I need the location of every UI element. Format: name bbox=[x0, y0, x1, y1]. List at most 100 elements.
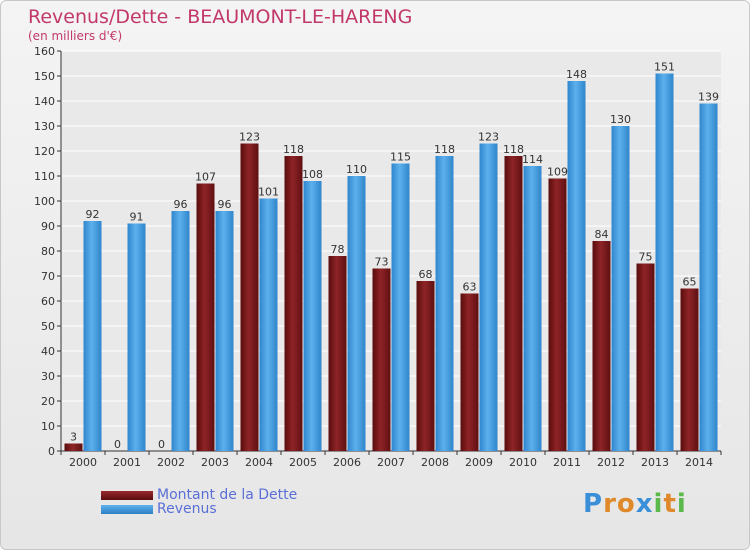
x-tick-label: 2011 bbox=[553, 456, 581, 469]
bar-dette bbox=[548, 178, 567, 451]
data-label-dette: 123 bbox=[239, 131, 260, 144]
data-label-revenus: 96 bbox=[174, 198, 188, 211]
data-label-dette: 78 bbox=[331, 243, 345, 256]
bar-revenus bbox=[567, 81, 586, 451]
bar-revenus bbox=[699, 103, 718, 451]
legend-item-revenus: Revenus bbox=[101, 501, 217, 517]
data-label-dette: 118 bbox=[283, 143, 304, 156]
data-label-dette: 0 bbox=[158, 438, 165, 451]
data-label-revenus: 115 bbox=[390, 151, 411, 164]
bar-dette bbox=[504, 156, 523, 451]
x-tick-label: 2006 bbox=[333, 456, 361, 469]
y-tick-label: 140 bbox=[34, 95, 55, 108]
y-tick-label: 110 bbox=[34, 170, 55, 183]
y-tick-label: 20 bbox=[41, 395, 55, 408]
legend-swatch-revenus bbox=[101, 504, 153, 514]
x-tick-label: 2002 bbox=[157, 456, 185, 469]
data-label-dette: 73 bbox=[375, 256, 389, 269]
data-label-dette: 63 bbox=[463, 281, 477, 294]
bar-revenus bbox=[259, 198, 278, 451]
data-label-revenus: 118 bbox=[434, 143, 455, 156]
data-label-revenus: 108 bbox=[302, 168, 323, 181]
y-tick-label: 100 bbox=[34, 195, 55, 208]
data-label-revenus: 96 bbox=[218, 198, 232, 211]
y-tick-label: 30 bbox=[41, 370, 55, 383]
data-label-revenus: 91 bbox=[130, 211, 144, 224]
logo-letter: r bbox=[603, 489, 617, 519]
logo-letter: o bbox=[616, 489, 636, 519]
logo-letter: i bbox=[653, 489, 664, 519]
bar-revenus bbox=[435, 156, 454, 451]
bar-dette bbox=[680, 288, 699, 451]
y-tick-label: 50 bbox=[41, 320, 55, 333]
data-label-revenus: 130 bbox=[610, 113, 631, 126]
x-tick-label: 2007 bbox=[377, 456, 405, 469]
data-label-revenus: 139 bbox=[698, 91, 719, 104]
bar-dette bbox=[592, 241, 611, 451]
bar-dette bbox=[196, 183, 215, 451]
y-tick-label: 80 bbox=[41, 245, 55, 258]
data-label-dette: 3 bbox=[70, 431, 77, 444]
data-label-revenus: 123 bbox=[478, 131, 499, 144]
legend-swatch-dette bbox=[101, 490, 153, 500]
x-tick-label: 2004 bbox=[245, 456, 273, 469]
bar-revenus bbox=[127, 223, 146, 451]
bar-revenus bbox=[479, 143, 498, 451]
x-tick-label: 2005 bbox=[289, 456, 317, 469]
bar-dette bbox=[284, 156, 303, 451]
y-tick-label: 120 bbox=[34, 145, 55, 158]
y-tick-label: 160 bbox=[34, 45, 55, 58]
bar-revenus bbox=[523, 166, 542, 451]
data-label-dette: 107 bbox=[195, 171, 216, 184]
x-tick-label: 2014 bbox=[685, 456, 713, 469]
y-tick-label: 130 bbox=[34, 120, 55, 133]
y-tick-label: 10 bbox=[41, 420, 55, 433]
bar-dette bbox=[64, 443, 83, 451]
y-tick-label: 60 bbox=[41, 295, 55, 308]
bar-revenus bbox=[611, 126, 630, 451]
bar-dette bbox=[240, 143, 259, 451]
bar-revenus bbox=[347, 176, 366, 451]
proxiti-logo: Proxiti bbox=[583, 489, 687, 519]
bar-revenus bbox=[215, 211, 234, 451]
bar-dette bbox=[460, 293, 479, 451]
x-tick-label: 2001 bbox=[113, 456, 141, 469]
data-label-revenus: 151 bbox=[654, 61, 675, 74]
data-label-dette: 118 bbox=[503, 143, 524, 156]
data-label-dette: 68 bbox=[419, 268, 433, 281]
data-label-revenus: 101 bbox=[258, 186, 279, 199]
y-tick-label: 40 bbox=[41, 345, 55, 358]
y-tick-label: 150 bbox=[34, 70, 55, 83]
bar-revenus bbox=[303, 181, 322, 451]
logo-letter: i bbox=[676, 489, 687, 519]
chart-subtitle: (en milliers d'€) bbox=[28, 29, 123, 43]
y-tick-label: 70 bbox=[41, 270, 55, 283]
legend-item-dette: Montant de la Dette bbox=[101, 487, 297, 503]
x-tick-label: 2012 bbox=[597, 456, 625, 469]
y-tick-label: 0 bbox=[48, 445, 55, 458]
x-tick-label: 2009 bbox=[465, 456, 493, 469]
legend-label-revenus: Revenus bbox=[157, 501, 217, 517]
bar-revenus bbox=[391, 163, 410, 451]
logo-letter: x bbox=[635, 489, 654, 519]
data-label-dette: 109 bbox=[547, 166, 568, 179]
data-label-revenus: 110 bbox=[346, 163, 367, 176]
data-label-dette: 75 bbox=[639, 251, 653, 264]
x-tick-label: 2013 bbox=[641, 456, 669, 469]
bar-revenus bbox=[655, 73, 674, 451]
data-label-dette: 0 bbox=[114, 438, 121, 451]
bar-dette bbox=[372, 268, 391, 451]
x-tick-label: 2000 bbox=[69, 456, 97, 469]
bar-dette bbox=[636, 263, 655, 451]
chart-title: Revenus/Dette - BEAUMONT-LE-HARENG bbox=[28, 6, 413, 28]
bar-revenus bbox=[83, 221, 102, 451]
data-label-revenus: 148 bbox=[566, 68, 587, 81]
logo-letter: P bbox=[583, 489, 604, 519]
data-label-revenus: 114 bbox=[522, 153, 543, 166]
bar-revenus bbox=[171, 211, 190, 451]
bar-dette bbox=[416, 281, 435, 451]
x-tick-label: 2008 bbox=[421, 456, 449, 469]
data-label-revenus: 92 bbox=[86, 208, 100, 221]
